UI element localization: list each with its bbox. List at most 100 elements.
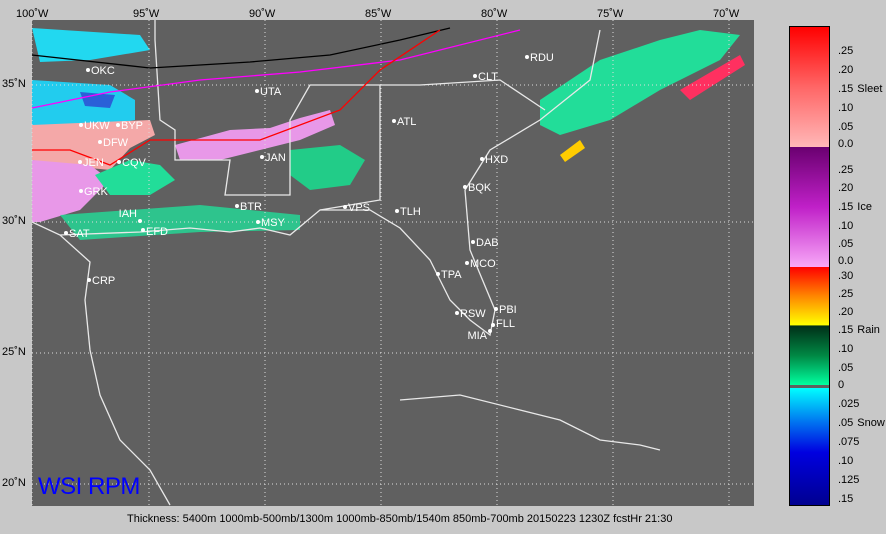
legend-tick-snow: .15	[838, 493, 853, 506]
legend-tick-ice: .05	[838, 238, 853, 251]
station-dot	[465, 261, 469, 265]
legend-tick-rain: .20	[838, 306, 853, 319]
legend-tick-sleet: .15 Sleet	[838, 83, 882, 96]
legend-tick-value: .15	[838, 493, 854, 505]
station-label: FLL	[496, 318, 515, 330]
station-dot	[116, 123, 120, 127]
station-dot	[480, 157, 484, 161]
station-label: BYP	[121, 120, 143, 132]
legend-sleet-bar	[790, 27, 829, 147]
legend-tick-sleet: .25	[838, 45, 853, 58]
legend-tick-value: .05	[838, 362, 854, 374]
station-label: IAH	[119, 208, 137, 220]
legend-tick-value: .25	[838, 288, 854, 300]
station-dot	[117, 160, 121, 164]
latitude-label: 20˚N	[2, 477, 26, 489]
station-label: SAT	[69, 228, 90, 240]
legend-tick-value: .05	[838, 417, 854, 429]
station-label: RDU	[530, 52, 554, 64]
legend-tick-rain: .05	[838, 362, 853, 375]
contour-5400	[31, 27, 451, 69]
legend-tick-value: .20	[838, 182, 854, 194]
station-dot	[473, 74, 477, 78]
station-dot	[525, 55, 529, 59]
station-dot	[98, 140, 102, 144]
legend-category-name: Ice	[857, 201, 872, 213]
legend-tick-value: .10	[838, 343, 854, 355]
station-dot	[255, 89, 259, 93]
station-dot	[256, 220, 260, 224]
legend-tick-value: .10	[838, 102, 854, 114]
station-dot	[78, 160, 82, 164]
legend-category-name: Snow	[857, 417, 885, 429]
coastlines-borders	[31, 20, 661, 506]
ice-area	[175, 110, 335, 160]
legend-tick-ice: .25	[838, 164, 853, 177]
station-label: JEN	[83, 157, 104, 169]
snow-area	[32, 28, 150, 62]
station-label: VPS	[348, 202, 370, 214]
station-dot	[455, 311, 459, 315]
legend-tick-rain: .10	[838, 343, 853, 356]
station-dot	[494, 307, 498, 311]
legend-tick-rain: .15 Rain	[838, 324, 880, 337]
legend-tick-value: .20	[838, 306, 854, 318]
legend-tick-ice: .10	[838, 220, 853, 233]
legend-tick-value: .025	[838, 398, 860, 410]
legend-tick-value: .05	[838, 238, 854, 250]
legend-tick-rain: .25	[838, 288, 853, 301]
station-label: DFW	[103, 137, 129, 149]
legend-tick-sleet: .05	[838, 121, 853, 134]
contour-1540	[31, 29, 521, 109]
longitude-label: 100˚W	[16, 8, 49, 20]
station-dot	[87, 278, 91, 282]
legend-tick-value: .15	[838, 83, 854, 95]
station-label: JAN	[265, 152, 286, 164]
legend-tick-snow: .05 Snow	[838, 417, 885, 430]
sleet-area	[32, 120, 155, 170]
station-dot	[436, 272, 440, 276]
legend-tick-value: .25	[838, 45, 854, 57]
longitude-label: 80˚W	[481, 8, 508, 20]
station-dot	[491, 323, 495, 327]
branding-logo: WSI RPM	[38, 473, 140, 500]
station-label: BQK	[468, 182, 492, 194]
legend-tick-ice: .15 Ice	[838, 201, 872, 214]
station-label: HXD	[485, 154, 508, 166]
longitude-label: 70˚W	[713, 8, 740, 20]
legend-tick-snow: .10	[838, 455, 853, 468]
legend-tick-value: 0	[838, 379, 845, 391]
legend-tick-rain: .30	[838, 270, 853, 283]
legend-tick-snow: .025	[838, 398, 859, 411]
latitude-label: 25˚N	[2, 346, 26, 358]
legend-tick-rain: 0	[838, 379, 844, 392]
contour-1300	[32, 29, 441, 166]
station-dot	[392, 119, 396, 123]
legend-tick-value: .25	[838, 164, 854, 176]
station-label: MIA	[467, 330, 487, 342]
station-label: CQV	[122, 157, 147, 169]
legend-tick-value: .10	[838, 220, 854, 232]
station-dot	[141, 228, 145, 232]
station-label: GRK	[84, 186, 109, 198]
legend-zero-band	[790, 385, 829, 388]
longitude-label: 90˚W	[249, 8, 276, 20]
station-label: UKW	[84, 120, 110, 132]
legend-tick-snow: .125	[838, 474, 859, 487]
latitude-label: 30˚N	[2, 215, 26, 227]
legend-category-name: Rain	[857, 324, 880, 336]
station-label: CLT	[478, 71, 498, 83]
legend-rain-bar	[790, 267, 829, 385]
station-dot	[86, 68, 90, 72]
legend-tick-ice: 0.0	[838, 255, 853, 268]
ice-area	[32, 160, 110, 222]
station-label: ATL	[397, 116, 416, 128]
rain-heavy-area	[680, 55, 745, 100]
station-dot	[488, 329, 492, 333]
station-dot	[395, 209, 399, 213]
station-dot	[235, 204, 239, 208]
station-dot	[463, 185, 467, 189]
longitude-label: 85˚W	[365, 8, 392, 20]
legend-tick-ice: .20	[838, 182, 853, 195]
